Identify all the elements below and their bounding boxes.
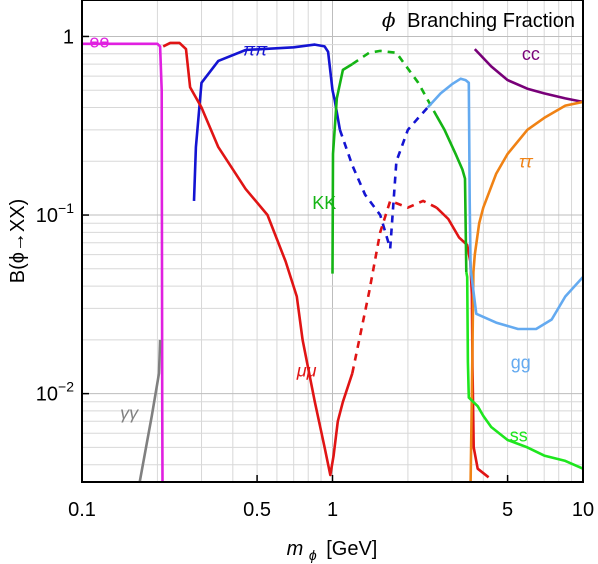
series-label-ss: ss [510, 425, 528, 445]
series-label-ee: ee [89, 31, 109, 51]
series-line-ss [465, 271, 583, 470]
y-tick-base: 10 [36, 384, 58, 406]
y-axis-title: B(ϕ→XX) [7, 199, 29, 284]
series-label-series: γγ [120, 403, 139, 423]
grid [82, 0, 583, 482]
series-labels: ee γγ ππ μμ KK cc ττ gg ss [89, 31, 539, 445]
x-tick-label: 0.1 [68, 499, 96, 521]
y-tick-exponent: −1 [58, 200, 74, 216]
series-line-KK [331, 62, 353, 274]
x-tick-label: 10 [572, 499, 594, 521]
series-line-KK [351, 49, 438, 117]
series-line-gg [426, 77, 583, 331]
series-line-series [138, 339, 162, 482]
series-line-series [351, 199, 438, 374]
x-tick-label: 1 [327, 499, 338, 521]
series-label-series: ππ [243, 40, 268, 60]
series-line-ee [82, 42, 164, 482]
chart-title-symbol: ϕ [382, 8, 396, 32]
series-line-series [338, 106, 429, 250]
series-layer [82, 41, 583, 482]
x-axis-title: m ϕ [GeV] [287, 538, 378, 564]
x-axis-subscript: ϕ [309, 547, 317, 563]
series-line-cc [473, 48, 583, 104]
y-tick-label: 10−1 [36, 200, 74, 227]
series-label-series: ττ [519, 151, 534, 171]
x-tick-label: 5 [502, 499, 513, 521]
series-label-series: μμ [296, 360, 317, 380]
series-label-cc: cc [522, 44, 540, 64]
x-axis-symbol: m [287, 538, 304, 560]
y-tick-label: 1 [63, 26, 74, 48]
chart-title: ϕ Branching Fraction [382, 8, 575, 32]
series-label-KK: KK [312, 193, 336, 213]
x-axis-unit: [GeV] [326, 538, 377, 560]
y-tick-label: 10−2 [36, 379, 74, 406]
series-line-series [192, 43, 342, 201]
series-line-series [162, 41, 354, 477]
chart-title-text: Branching Fraction [407, 10, 575, 32]
y-tick-base: 10 [36, 205, 58, 227]
series-line-KK [435, 115, 468, 273]
y-tick-exponent: −2 [58, 379, 74, 395]
series-line-series [435, 206, 490, 479]
y-tick-base: 1 [63, 26, 74, 48]
series-label-gg: gg [511, 353, 531, 373]
x-tick-label: 0.5 [243, 499, 271, 521]
